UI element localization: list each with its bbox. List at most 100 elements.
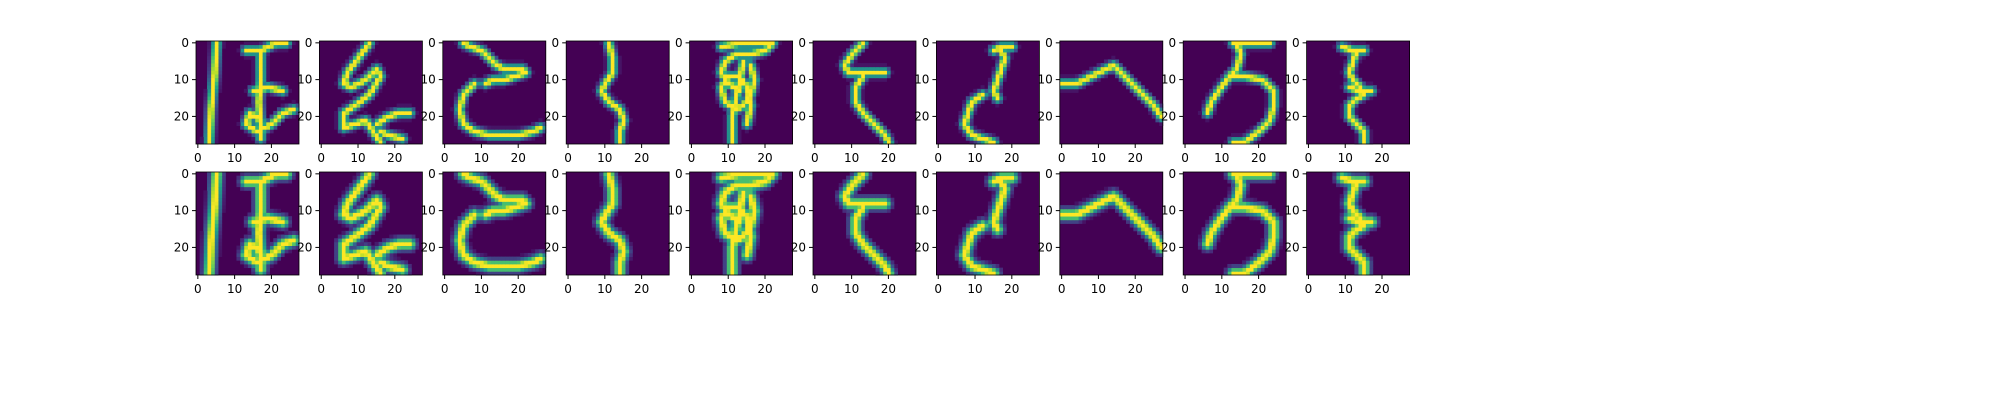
- x-tick-label: 0: [688, 151, 696, 165]
- heatmap-cell: [534, 121, 539, 127]
- heatmap-cell: [214, 267, 219, 272]
- heatmap-cell: [733, 85, 738, 90]
- heatmap-cell: [614, 107, 619, 112]
- heatmap-cell: [755, 186, 760, 191]
- heatmap-cell: [715, 205, 720, 210]
- heatmap-cell: [356, 186, 361, 191]
- heatmap-cell: [606, 172, 611, 177]
- heatmap-cell: [617, 103, 622, 108]
- heatmap-cell: [472, 121, 477, 127]
- heatmap-cell: [730, 118, 735, 123]
- heatmap-cell: [617, 201, 622, 206]
- heatmap-cell: [538, 260, 543, 265]
- heatmap-cell: [214, 48, 219, 53]
- heatmap-cell: [265, 179, 270, 184]
- heatmap-cell: [987, 88, 992, 93]
- heatmap-cell: [726, 212, 731, 217]
- heatmap-cell: [1081, 85, 1086, 90]
- heatmap-cell: [610, 230, 615, 235]
- heatmap-cell: [400, 110, 405, 115]
- heatmap-cell: [1249, 263, 1254, 269]
- heatmap-cell: [1002, 175, 1007, 180]
- heatmap-cell: [733, 205, 738, 210]
- y-tick-label: 0: [922, 36, 930, 50]
- heatmap-cell: [726, 249, 731, 254]
- heatmap-cell: [625, 238, 630, 243]
- heatmap-cell: [240, 186, 245, 191]
- heatmap-cell: [468, 219, 473, 224]
- heatmap-cell: [991, 175, 996, 180]
- heatmap-cell: [356, 44, 361, 49]
- heatmap-cell: [958, 249, 963, 254]
- heatmap-cell: [269, 118, 274, 123]
- heatmap-cell: [614, 41, 619, 46]
- heatmap-cell: [527, 252, 532, 258]
- heatmap-cell: [214, 263, 219, 269]
- heatmap-cell: [210, 81, 215, 86]
- heatmap-cell: [610, 223, 615, 228]
- heatmap-cell: [1006, 52, 1011, 57]
- heatmap-cell: [207, 252, 212, 258]
- heatmap-cell: [265, 212, 270, 217]
- heatmap-cell: [207, 41, 212, 46]
- heatmap-cell: [276, 227, 282, 232]
- heatmap-cell: [868, 238, 873, 243]
- heatmap-cell: [1253, 252, 1258, 258]
- heatmap-cell: [1223, 271, 1228, 276]
- heatmap-cell: [1208, 241, 1214, 246]
- heatmap-cell: [853, 44, 858, 49]
- heatmap-cell: [258, 271, 263, 276]
- y-tick-label: 10: [1284, 73, 1299, 87]
- heatmap-cell: [838, 201, 843, 206]
- heatmap-cell: [378, 114, 383, 119]
- panel-frame: [1306, 40, 1410, 145]
- heatmap-cell: [726, 55, 731, 60]
- y-tick-label: 0: [552, 167, 560, 181]
- heatmap-cell: [719, 70, 724, 75]
- heatmap-cell: [744, 125, 749, 130]
- heatmap-cell: [534, 129, 539, 134]
- heatmap-cell: [523, 66, 528, 71]
- heatmap-cell: [381, 245, 387, 250]
- heatmap-cell: [730, 63, 735, 68]
- heatmap-cell: [1264, 85, 1269, 90]
- heatmap-cell: [378, 70, 383, 75]
- heatmap-cell: [987, 205, 992, 210]
- heatmap-cell: [1245, 52, 1250, 57]
- heatmap-cell: [864, 175, 869, 180]
- heatmap-cell: [857, 107, 862, 112]
- heatmap-cell: [1343, 66, 1348, 71]
- heatmap-cell: [614, 52, 619, 57]
- heatmap-cell: [987, 263, 992, 269]
- heatmap-cell: [210, 175, 215, 180]
- heatmap-cell: [464, 132, 469, 138]
- heatmap-cell: [733, 179, 738, 184]
- heatmap-cell: [726, 136, 731, 141]
- heatmap-cell: [998, 85, 1004, 90]
- heatmap-cell: [345, 66, 350, 71]
- heatmap-cell: [973, 238, 978, 243]
- heatmap-cell: [251, 212, 256, 217]
- heatmap-cell: [860, 234, 865, 239]
- heatmap-cell: [486, 183, 492, 188]
- heatmap-cell: [1253, 136, 1258, 141]
- heatmap-cell: [763, 44, 768, 49]
- heatmap-cell: [509, 256, 514, 261]
- heatmap-cell: [214, 125, 219, 130]
- heatmap-cell: [1114, 186, 1120, 191]
- heatmap-cell: [849, 230, 854, 235]
- heatmap-cell: [871, 249, 876, 254]
- heatmap-cell: [345, 230, 350, 235]
- heatmap-cell: [367, 52, 372, 57]
- heatmap-cell: [1253, 140, 1258, 145]
- heatmap-cell: [269, 256, 274, 261]
- heatmap-cell: [980, 136, 985, 141]
- heatmap-cell: [276, 223, 282, 228]
- heatmap-cell: [400, 103, 405, 108]
- heatmap-cell: [1223, 267, 1228, 272]
- heatmap-cell: [407, 234, 412, 239]
- heatmap-cell: [345, 190, 350, 195]
- heatmap-cell: [1275, 85, 1280, 90]
- heatmap-cell: [726, 66, 731, 71]
- heatmap-cell: [719, 52, 724, 57]
